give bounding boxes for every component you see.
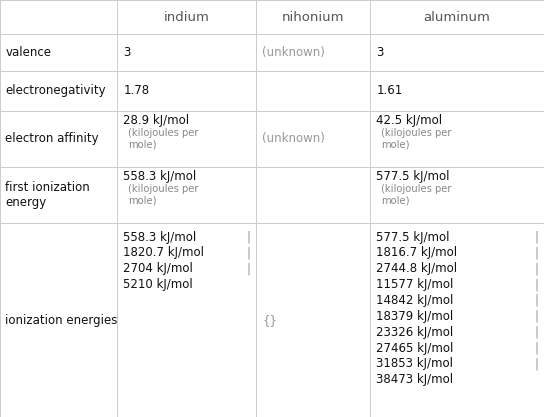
Text: |: | xyxy=(535,357,539,370)
Text: 3: 3 xyxy=(376,46,384,59)
Text: (kilojoules per
mole): (kilojoules per mole) xyxy=(128,184,199,206)
Text: 38473 kJ/mol: 38473 kJ/mol xyxy=(376,373,454,386)
Text: (kilojoules per
mole): (kilojoules per mole) xyxy=(381,184,452,206)
Text: |: | xyxy=(535,262,539,275)
Text: 558.3 kJ/mol: 558.3 kJ/mol xyxy=(123,171,197,183)
Text: 1.61: 1.61 xyxy=(376,84,403,97)
Text: 1816.7 kJ/mol: 1816.7 kJ/mol xyxy=(376,246,458,259)
Text: 27465 kJ/mol: 27465 kJ/mol xyxy=(376,342,454,354)
Text: (kilojoules per
mole): (kilojoules per mole) xyxy=(128,128,199,149)
Text: 1.78: 1.78 xyxy=(123,84,150,97)
Text: {}: {} xyxy=(262,314,277,327)
Text: 3: 3 xyxy=(123,46,131,59)
Text: 23326 kJ/mol: 23326 kJ/mol xyxy=(376,326,454,339)
Text: 2744.8 kJ/mol: 2744.8 kJ/mol xyxy=(376,262,458,275)
Text: aluminum: aluminum xyxy=(424,10,490,24)
Text: 18379 kJ/mol: 18379 kJ/mol xyxy=(376,310,454,323)
Text: nihonium: nihonium xyxy=(282,10,344,24)
Text: first ionization
energy: first ionization energy xyxy=(5,181,90,209)
Text: |: | xyxy=(535,278,539,291)
Text: 42.5 kJ/mol: 42.5 kJ/mol xyxy=(376,114,443,127)
Text: 2704 kJ/mol: 2704 kJ/mol xyxy=(123,262,193,275)
Text: (unknown): (unknown) xyxy=(262,132,325,145)
Text: 577.5 kJ/mol: 577.5 kJ/mol xyxy=(376,171,450,183)
Text: 577.5 kJ/mol: 577.5 kJ/mol xyxy=(376,231,450,244)
Text: 14842 kJ/mol: 14842 kJ/mol xyxy=(376,294,454,307)
Text: |: | xyxy=(535,326,539,339)
Text: 11577 kJ/mol: 11577 kJ/mol xyxy=(376,278,454,291)
Text: 5210 kJ/mol: 5210 kJ/mol xyxy=(123,278,193,291)
Text: (unknown): (unknown) xyxy=(262,46,325,59)
Text: 28.9 kJ/mol: 28.9 kJ/mol xyxy=(123,114,190,127)
Text: |: | xyxy=(535,231,539,244)
Text: |: | xyxy=(535,310,539,323)
Text: |: | xyxy=(535,246,539,259)
Text: |: | xyxy=(246,262,250,275)
Text: electron affinity: electron affinity xyxy=(5,132,99,145)
Text: 1820.7 kJ/mol: 1820.7 kJ/mol xyxy=(123,246,205,259)
Text: electronegativity: electronegativity xyxy=(5,84,106,97)
Text: 558.3 kJ/mol: 558.3 kJ/mol xyxy=(123,231,197,244)
Text: (kilojoules per
mole): (kilojoules per mole) xyxy=(381,128,452,149)
Text: |: | xyxy=(246,231,250,244)
Text: valence: valence xyxy=(5,46,52,59)
Text: |: | xyxy=(535,294,539,307)
Text: 31853 kJ/mol: 31853 kJ/mol xyxy=(376,357,454,370)
Text: |: | xyxy=(535,342,539,354)
Text: ionization energies: ionization energies xyxy=(5,314,118,327)
Text: |: | xyxy=(246,246,250,259)
Text: indium: indium xyxy=(163,10,209,24)
